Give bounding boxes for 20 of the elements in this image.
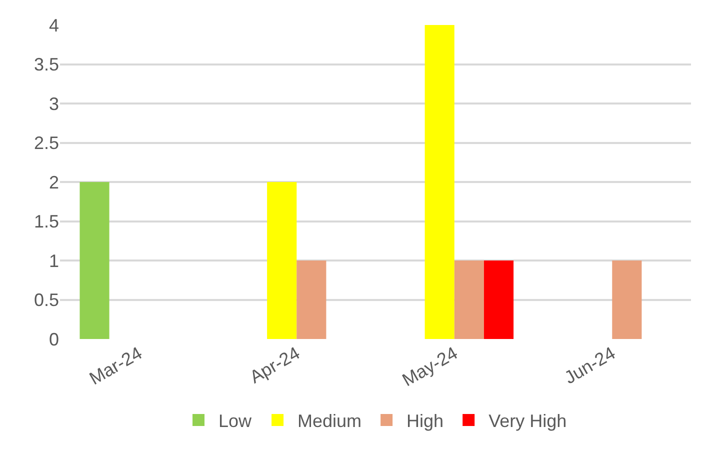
bar	[612, 260, 642, 339]
bar	[424, 25, 454, 339]
bar	[454, 260, 484, 339]
y-tick-label: 0	[48, 329, 59, 350]
y-tick-label: 2	[48, 172, 59, 192]
bar	[296, 260, 326, 339]
bar	[80, 182, 110, 339]
bar	[484, 260, 514, 339]
legend-label: Low	[218, 411, 253, 432]
legend-label: High	[406, 411, 444, 432]
y-tick-label: 3.5	[34, 54, 59, 75]
y-tick-label: 1.5	[34, 212, 59, 232]
legend-label: Medium	[298, 411, 362, 432]
y-tick-label: 4	[48, 15, 59, 36]
bar	[267, 182, 297, 339]
y-tick-label: 1	[48, 250, 59, 271]
y-tick-label: 3	[48, 94, 59, 114]
legend-label: Very High	[488, 411, 567, 432]
y-tick-label: 2.5	[34, 133, 59, 154]
y-tick-label: 0.5	[34, 290, 59, 310]
